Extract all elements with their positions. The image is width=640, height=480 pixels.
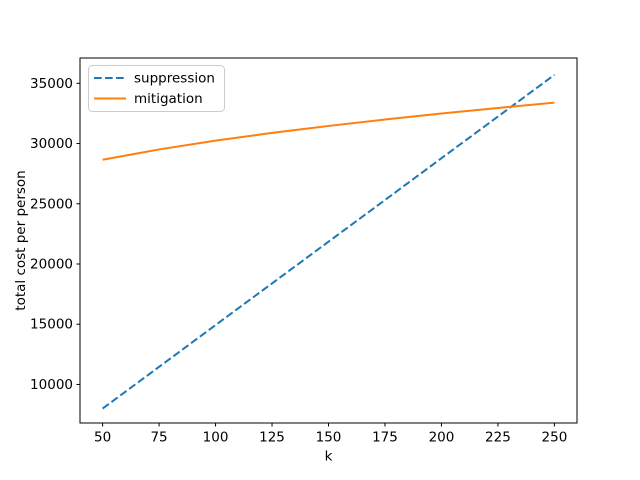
legend-label-mitigation: mitigation (134, 91, 203, 107)
y-tick-label: 10000 (30, 377, 73, 393)
y-tick-label: 15000 (30, 317, 73, 333)
x-axis-label: k (325, 449, 333, 465)
x-tick-label: 125 (259, 430, 285, 446)
series-line-mitigation (102, 101, 555, 161)
y-tick-label: 20000 (30, 256, 73, 272)
y-tick-label: 25000 (30, 196, 73, 212)
x-tick-label: 50 (94, 430, 111, 446)
x-tick-label: 100 (203, 430, 229, 446)
y-tick-label: 35000 (30, 76, 73, 92)
plot-border (79, 57, 578, 424)
y-axis-label: total cost per person (13, 170, 29, 310)
legend: suppression mitigation (88, 65, 225, 112)
x-tick-label: 250 (542, 430, 568, 446)
x-tick-label: 75 (150, 430, 167, 446)
x-tick-label: 225 (485, 430, 511, 446)
x-tick-label: 150 (316, 430, 342, 446)
legend-label-suppression: suppression (134, 71, 215, 87)
x-tick-label: 200 (429, 430, 455, 446)
x-tick-label: 175 (372, 430, 398, 446)
series-line-suppression (101, 74, 556, 410)
plot-area: 50 75 100 125 150 175 200 225 250 10000 15000 20000… (30, 74, 568, 446)
y-tick-label: 30000 (30, 136, 73, 152)
